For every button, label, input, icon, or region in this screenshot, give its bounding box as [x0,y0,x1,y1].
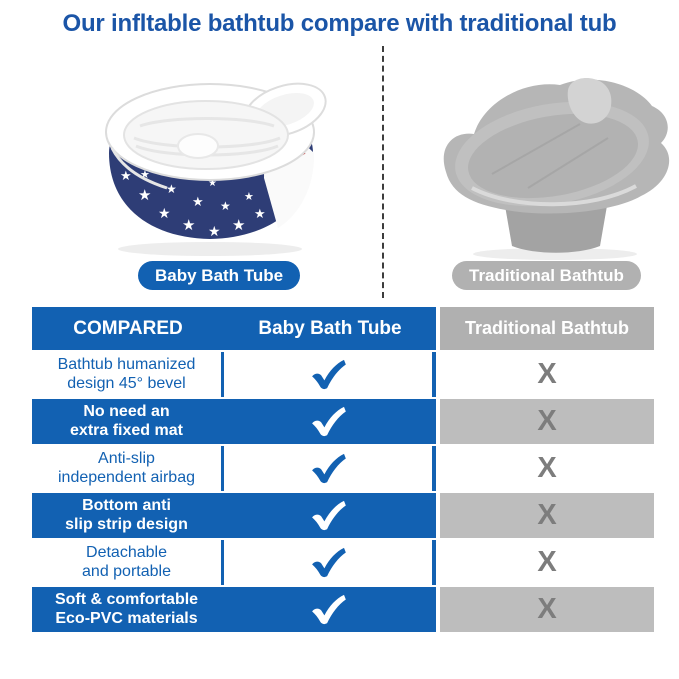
comparison-table: COMPARED Baby Bath Tube Bathtub humanize… [32,307,654,632]
svg-text:★: ★ [166,182,177,196]
header-compared: COMPARED [73,317,183,339]
table-row: Bottom anti slip strip design [32,493,436,538]
x-mark: X [440,399,654,444]
table-row: Detachable and portable [32,540,436,585]
baby-bathtub-image: ★ ★ ★ ★ ★ ★ ★ ★ ★ ★ ★ ★ ★ ★ [82,58,340,258]
backrest-pad [567,78,612,124]
header-baby-bath-tube: Baby Bath Tube [258,317,402,339]
svg-text:★: ★ [138,186,151,204]
x-mark: X [440,352,654,397]
header-traditional-bathtub: Traditional Bathtub [440,307,654,350]
check-icon [224,493,436,538]
svg-text:★: ★ [120,169,132,184]
feature-cell: Soft & comfortable Eco-PVC materials [32,587,224,632]
check-icon [224,352,436,397]
x-mark: X [440,446,654,491]
svg-text:★: ★ [244,190,254,203]
feature-cell: No need an extra fixed mat [32,399,224,444]
feature-cell: Bathtub humanized design 45° bevel [32,352,224,397]
table-row: Anti-slip independent airbag [32,446,436,491]
table-row: No need an extra fixed mat [32,399,436,444]
svg-text:★: ★ [158,206,171,222]
check-icon [224,540,436,585]
traditional-bathtub-label-pill: Traditional Bathtub [452,261,641,290]
baby-bathtub-label-pill: Baby Bath Tube [138,261,301,290]
feature-cell: Bottom anti slip strip design [32,493,224,538]
table-row: Bathtub humanized design 45° bevel [32,352,436,397]
feature-cell: Detachable and portable [32,540,224,585]
page-title: Our infltable bathtub compare with tradi… [62,10,617,37]
x-mark: X [440,587,654,632]
x-mark: X [440,540,654,585]
comparison-left-block: COMPARED Baby Bath Tube Bathtub humanize… [32,307,436,632]
check-icon [224,446,436,491]
svg-text:★: ★ [208,224,221,240]
star-icons: ★ ★ ★ ★ ★ ★ ★ ★ ★ ★ ★ ★ ★ ★ [120,167,266,240]
x-mark: X [440,493,654,538]
svg-text:★: ★ [220,199,231,213]
table-header-row: COMPARED Baby Bath Tube [32,307,436,350]
svg-text:★: ★ [232,216,245,234]
svg-text:★: ★ [254,207,266,222]
feature-cell: Anti-slip independent airbag [32,446,224,491]
traditional-bathtub-image [432,52,678,264]
vertical-dashed-divider [382,46,384,298]
check-icon [224,399,436,444]
svg-text:★: ★ [182,216,195,234]
traditional-bathtub-illustration [443,78,670,260]
svg-text:★: ★ [192,195,204,210]
inflatable-bathtub-illustration: ★ ★ ★ ★ ★ ★ ★ ★ ★ ★ ★ ★ ★ ★ [105,82,327,256]
svg-text:★: ★ [208,178,217,189]
table-row: Soft & comfortable Eco-PVC materials [32,587,436,632]
check-icon [224,587,436,632]
svg-text:★: ★ [140,168,150,181]
comparison-right-block: Traditional Bathtub X X X X X X [440,307,654,632]
